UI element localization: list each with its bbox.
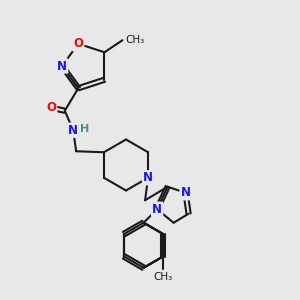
Text: O: O — [46, 101, 56, 114]
Text: CH₃: CH₃ — [125, 35, 145, 45]
Text: N: N — [68, 124, 78, 137]
Text: N: N — [152, 203, 162, 216]
Text: N: N — [143, 171, 153, 184]
Text: N: N — [57, 59, 67, 73]
Text: H: H — [80, 124, 89, 134]
Text: N: N — [181, 186, 190, 199]
Text: O: O — [73, 37, 83, 50]
Text: CH₃: CH₃ — [153, 272, 173, 281]
